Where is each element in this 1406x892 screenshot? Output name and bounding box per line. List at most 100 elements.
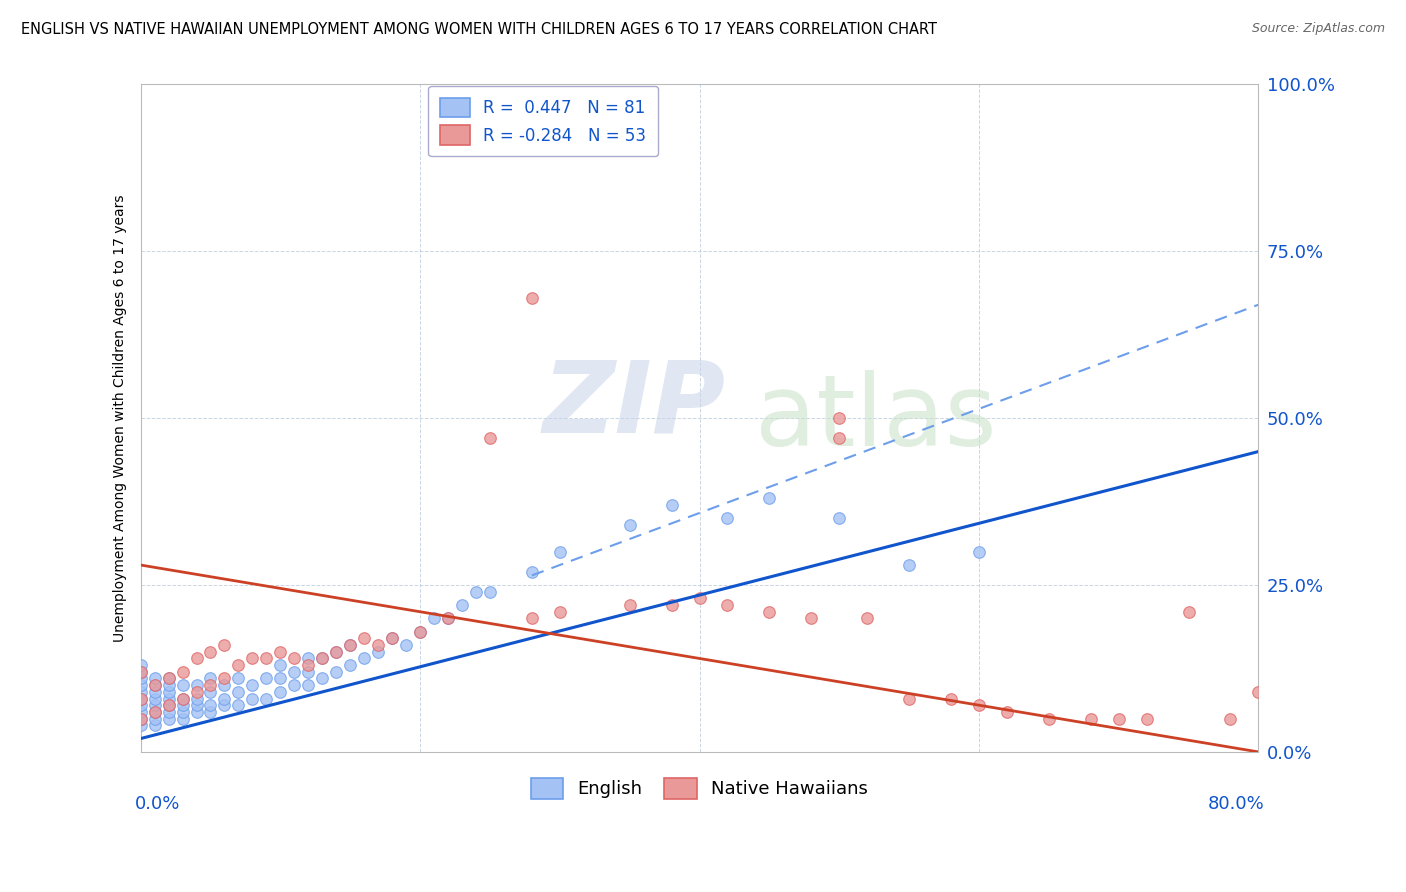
Point — [186, 651, 208, 665]
Point — [269, 672, 291, 686]
Point — [967, 698, 990, 713]
Point — [157, 691, 180, 706]
Point — [381, 632, 404, 646]
Point — [129, 678, 152, 692]
Point — [451, 598, 474, 612]
Point — [619, 598, 641, 612]
Point — [186, 698, 208, 713]
Point — [129, 712, 152, 726]
Point — [339, 638, 361, 652]
Point — [228, 658, 250, 673]
Point — [283, 651, 305, 665]
Point — [520, 291, 543, 305]
Point — [548, 605, 571, 619]
Point — [143, 678, 166, 692]
Point — [214, 691, 236, 706]
Point — [143, 705, 166, 719]
Point — [297, 651, 319, 665]
Point — [129, 672, 152, 686]
Point — [214, 672, 236, 686]
Text: Source: ZipAtlas.com: Source: ZipAtlas.com — [1251, 22, 1385, 36]
Point — [143, 718, 166, 732]
Point — [129, 691, 152, 706]
Point — [758, 491, 780, 506]
Point — [157, 685, 180, 699]
Point — [143, 705, 166, 719]
Point — [828, 431, 851, 445]
Point — [200, 645, 222, 659]
Point — [143, 698, 166, 713]
Point — [1038, 712, 1060, 726]
Point — [367, 638, 389, 652]
Point — [254, 691, 277, 706]
Point — [242, 678, 264, 692]
Point — [381, 632, 404, 646]
Point — [716, 511, 738, 525]
Point — [311, 672, 333, 686]
Point — [200, 705, 222, 719]
Point — [172, 705, 194, 719]
Point — [143, 678, 166, 692]
Point — [157, 678, 180, 692]
Point — [1080, 712, 1102, 726]
Point — [129, 685, 152, 699]
Point — [269, 645, 291, 659]
Point — [297, 678, 319, 692]
Y-axis label: Unemployment Among Women with Children Ages 6 to 17 years: Unemployment Among Women with Children A… — [114, 194, 128, 642]
Point — [157, 705, 180, 719]
Point — [157, 698, 180, 713]
Text: atlas: atlas — [755, 369, 997, 467]
Point — [129, 658, 152, 673]
Point — [297, 658, 319, 673]
Point — [1219, 712, 1241, 726]
Point — [339, 638, 361, 652]
Point — [353, 632, 375, 646]
Point — [129, 691, 152, 706]
Point — [478, 431, 501, 445]
Point — [157, 672, 180, 686]
Point — [129, 698, 152, 713]
Point — [143, 672, 166, 686]
Point — [939, 691, 962, 706]
Point — [129, 665, 152, 679]
Point — [186, 678, 208, 692]
Point — [172, 678, 194, 692]
Point — [186, 685, 208, 699]
Point — [228, 685, 250, 699]
Point — [283, 678, 305, 692]
Point — [325, 665, 347, 679]
Point — [172, 698, 194, 713]
Point — [1136, 712, 1159, 726]
Point — [157, 672, 180, 686]
Point — [661, 598, 683, 612]
Point — [143, 685, 166, 699]
Point — [828, 511, 851, 525]
Point — [1247, 685, 1270, 699]
Point — [367, 645, 389, 659]
Point — [856, 611, 879, 625]
Point — [200, 678, 222, 692]
Point — [214, 678, 236, 692]
Legend: English, Native Hawaiians: English, Native Hawaiians — [520, 767, 879, 810]
Point — [716, 598, 738, 612]
Point — [143, 712, 166, 726]
Point — [800, 611, 823, 625]
Point — [311, 651, 333, 665]
Point — [325, 645, 347, 659]
Point — [423, 611, 446, 625]
Point — [1177, 605, 1199, 619]
Point — [254, 672, 277, 686]
Point — [283, 665, 305, 679]
Point — [143, 691, 166, 706]
Point — [157, 712, 180, 726]
Point — [661, 498, 683, 512]
Point — [186, 691, 208, 706]
Point — [898, 691, 921, 706]
Point — [339, 658, 361, 673]
Point — [311, 651, 333, 665]
Point — [353, 651, 375, 665]
Point — [995, 705, 1018, 719]
Point — [186, 705, 208, 719]
Point — [172, 691, 194, 706]
Point — [228, 672, 250, 686]
